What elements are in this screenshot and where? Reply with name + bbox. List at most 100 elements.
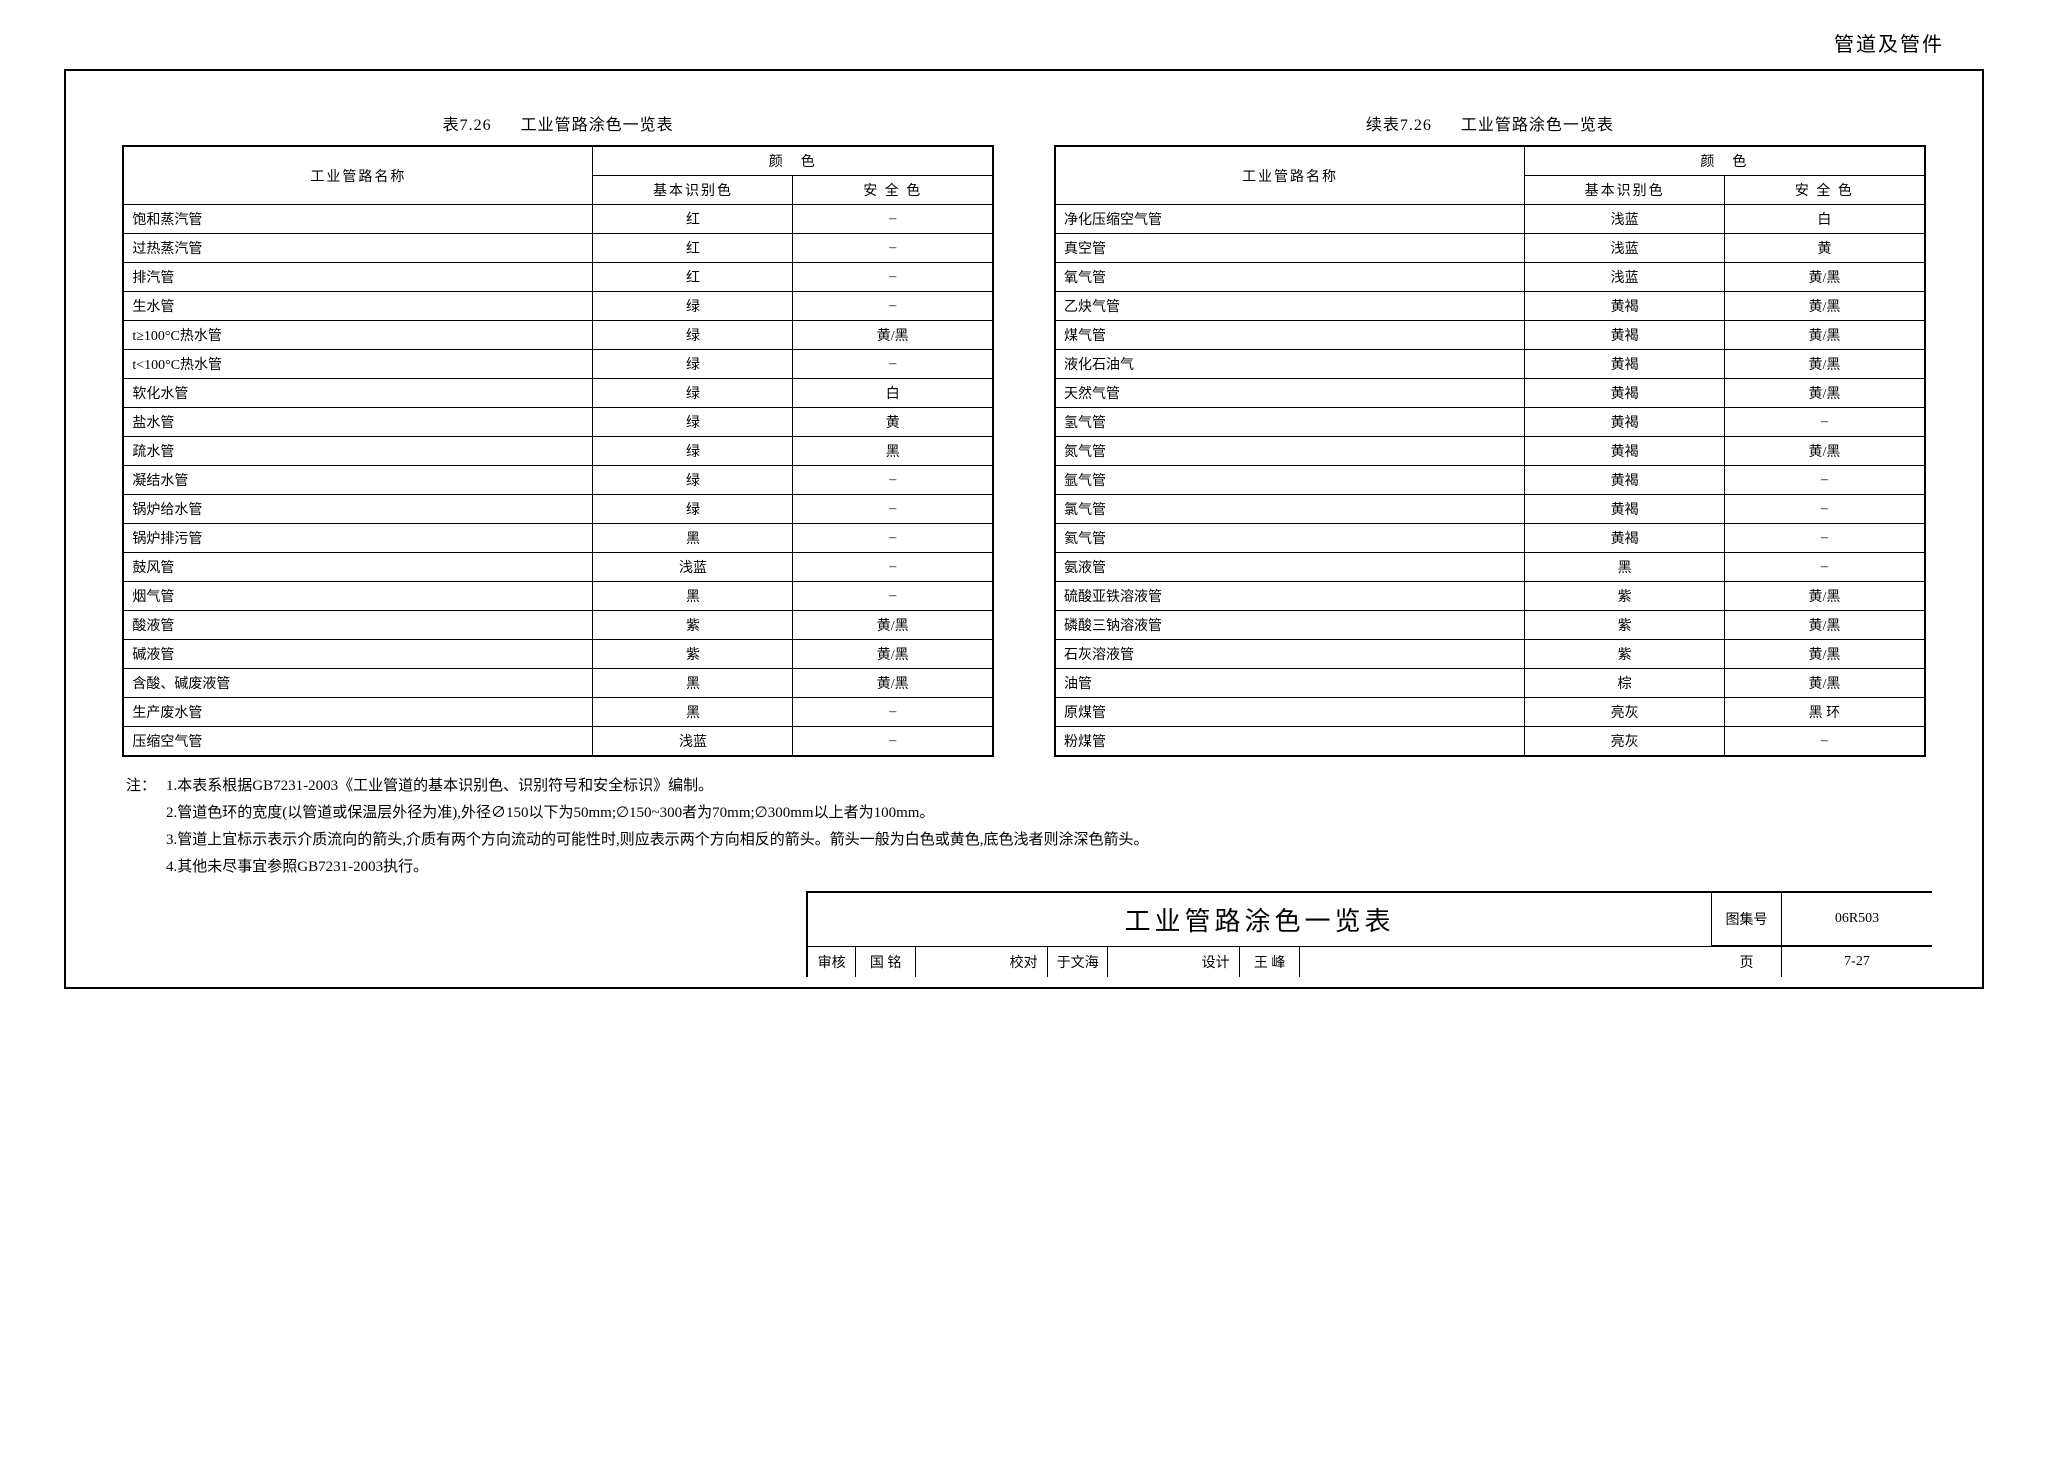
drawing-title: 工业管路涂色一览表 xyxy=(808,893,1712,946)
cell-safety-color: – xyxy=(1725,495,1925,524)
cell-pipe-name: 疏水管 xyxy=(123,437,593,466)
table-row: 硫酸亚铁溶液管紫黄/黑 xyxy=(1055,582,1925,611)
cell-safety-color: 黄/黑 xyxy=(1725,640,1925,669)
cell-safety-color: 黑 环 xyxy=(1725,698,1925,727)
left-th-name: 工业管路名称 xyxy=(123,146,593,205)
left-table: 工业管路名称 颜 色 基本识别色 安 全 色 饱和蒸汽管红–过热蒸汽管红–排汽管… xyxy=(122,145,994,757)
cell-pipe-name: 压缩空气管 xyxy=(123,727,593,757)
table-row: 过热蒸汽管红– xyxy=(123,234,993,263)
cell-safety-color: 黄/黑 xyxy=(793,669,993,698)
cell-safety-color: – xyxy=(1725,408,1925,437)
cell-base-color: 黄褐 xyxy=(1525,466,1725,495)
cell-pipe-name: 原煤管 xyxy=(1055,698,1525,727)
cell-base-color: 黄褐 xyxy=(1525,495,1725,524)
left-table-caption: 表7.26 工业管路涂色一览表 xyxy=(122,111,994,135)
left-th-color-group: 颜 色 xyxy=(593,146,993,176)
cell-safety-color: 黄/黑 xyxy=(1725,263,1925,292)
table-row: 氨液管黑– xyxy=(1055,553,1925,582)
cell-base-color: 亮灰 xyxy=(1525,727,1725,757)
cell-pipe-name: 凝结水管 xyxy=(123,466,593,495)
cell-base-color: 浅蓝 xyxy=(1525,234,1725,263)
cell-safety-color: – xyxy=(793,292,993,321)
title-block: 工业管路涂色一览表 图集号 06R503 审核 国 铭 xyxy=(116,891,1932,977)
table-row: 氧气管浅蓝黄/黑 xyxy=(1055,263,1925,292)
cell-base-color: 红 xyxy=(593,205,793,234)
table-row: 石灰溶液管紫黄/黑 xyxy=(1055,640,1925,669)
cell-base-color: 黑 xyxy=(593,524,793,553)
right-th-color-group: 颜 色 xyxy=(1525,146,1925,176)
left-caption-num: 表7.26 xyxy=(443,117,492,134)
left-table-block: 表7.26 工业管路涂色一览表 工业管路名称 颜 色 基本识别色 安 全 色 xyxy=(122,111,994,757)
notes-label: 注： xyxy=(126,773,166,800)
tujihao-value: 06R503 xyxy=(1782,893,1932,946)
table-row: t≥100°C热水管绿黄/黑 xyxy=(123,321,993,350)
cell-pipe-name: t<100°C热水管 xyxy=(123,350,593,379)
cell-safety-color: – xyxy=(1725,727,1925,757)
cell-safety-color: – xyxy=(1725,524,1925,553)
cell-safety-color: 黄/黑 xyxy=(793,640,993,669)
right-th-name: 工业管路名称 xyxy=(1055,146,1525,205)
cell-safety-color: 黄/黑 xyxy=(1725,379,1925,408)
left-th-c2: 安 全 色 xyxy=(793,176,993,205)
cell-safety-color: – xyxy=(1725,553,1925,582)
cell-base-color: 绿 xyxy=(593,466,793,495)
cell-pipe-name: 酸液管 xyxy=(123,611,593,640)
approval-signature xyxy=(916,947,1000,977)
page-value: 7-27 xyxy=(1782,947,1932,977)
cell-base-color: 红 xyxy=(593,234,793,263)
cell-pipe-name: 煤气管 xyxy=(1055,321,1525,350)
right-caption-text: 工业管路涂色一览表 xyxy=(1461,117,1614,134)
cell-pipe-name: 天然气管 xyxy=(1055,379,1525,408)
cell-pipe-name: 过热蒸汽管 xyxy=(123,234,593,263)
table-row: 锅炉给水管绿– xyxy=(123,495,993,524)
page-label: 页 xyxy=(1712,947,1782,977)
page-frame: 表7.26 工业管路涂色一览表 工业管路名称 颜 色 基本识别色 安 全 色 xyxy=(64,69,1984,989)
cell-base-color: 黄褐 xyxy=(1525,524,1725,553)
cell-safety-color: 白 xyxy=(793,379,993,408)
cell-base-color: 绿 xyxy=(593,495,793,524)
cell-safety-color: 白 xyxy=(1725,205,1925,234)
cell-base-color: 黄褐 xyxy=(1525,437,1725,466)
cell-base-color: 浅蓝 xyxy=(1525,263,1725,292)
table-row: 凝结水管绿– xyxy=(123,466,993,495)
cell-base-color: 绿 xyxy=(593,437,793,466)
cell-safety-color: – xyxy=(793,698,993,727)
table-row: 原煤管亮灰黑 环 xyxy=(1055,698,1925,727)
cell-base-color: 黑 xyxy=(1525,553,1725,582)
right-table: 工业管路名称 颜 色 基本识别色 安 全 色 净化压缩空气管浅蓝白真空管浅蓝黄氧… xyxy=(1054,145,1926,757)
cell-base-color: 黄褐 xyxy=(1525,321,1725,350)
table-row: 鼓风管浅蓝– xyxy=(123,553,993,582)
cell-safety-color: 黄/黑 xyxy=(793,611,993,640)
approval-signature xyxy=(1108,947,1192,977)
cell-base-color: 黑 xyxy=(593,698,793,727)
right-table-block: 续表7.26 工业管路涂色一览表 工业管路名称 颜 色 基本识别色 安 全 色 xyxy=(1054,111,1926,757)
table-row: 液化石油气黄褐黄/黑 xyxy=(1055,350,1925,379)
approval-signature xyxy=(1300,947,1712,977)
table-row: t<100°C热水管绿– xyxy=(123,350,993,379)
cell-pipe-name: 磷酸三钠溶液管 xyxy=(1055,611,1525,640)
cell-base-color: 浅蓝 xyxy=(1525,205,1725,234)
table-row: 生产废水管黑– xyxy=(123,698,993,727)
table-row: 含酸、碱废液管黑黄/黑 xyxy=(123,669,993,698)
cell-pipe-name: 生水管 xyxy=(123,292,593,321)
cell-base-color: 黄褐 xyxy=(1525,408,1725,437)
cell-pipe-name: 氨液管 xyxy=(1055,553,1525,582)
table-row: 净化压缩空气管浅蓝白 xyxy=(1055,205,1925,234)
table-row: 氦气管黄褐– xyxy=(1055,524,1925,553)
cell-pipe-name: 锅炉给水管 xyxy=(123,495,593,524)
cell-base-color: 浅蓝 xyxy=(593,727,793,757)
approval-name: 王 峰 xyxy=(1240,947,1300,977)
cell-safety-color: – xyxy=(793,205,993,234)
cell-pipe-name: 锅炉排污管 xyxy=(123,524,593,553)
table-row: 氯气管黄褐– xyxy=(1055,495,1925,524)
right-table-caption: 续表7.26 工业管路涂色一览表 xyxy=(1054,111,1926,135)
cell-base-color: 紫 xyxy=(1525,640,1725,669)
cell-base-color: 紫 xyxy=(1525,582,1725,611)
cell-safety-color: 黄/黑 xyxy=(793,321,993,350)
cell-safety-color: 黑 xyxy=(793,437,993,466)
cell-base-color: 绿 xyxy=(593,292,793,321)
cell-safety-color: 黄/黑 xyxy=(1725,321,1925,350)
table-row: 饱和蒸汽管红– xyxy=(123,205,993,234)
table-row: 磷酸三钠溶液管紫黄/黑 xyxy=(1055,611,1925,640)
table-row: 粉煤管亮灰– xyxy=(1055,727,1925,757)
